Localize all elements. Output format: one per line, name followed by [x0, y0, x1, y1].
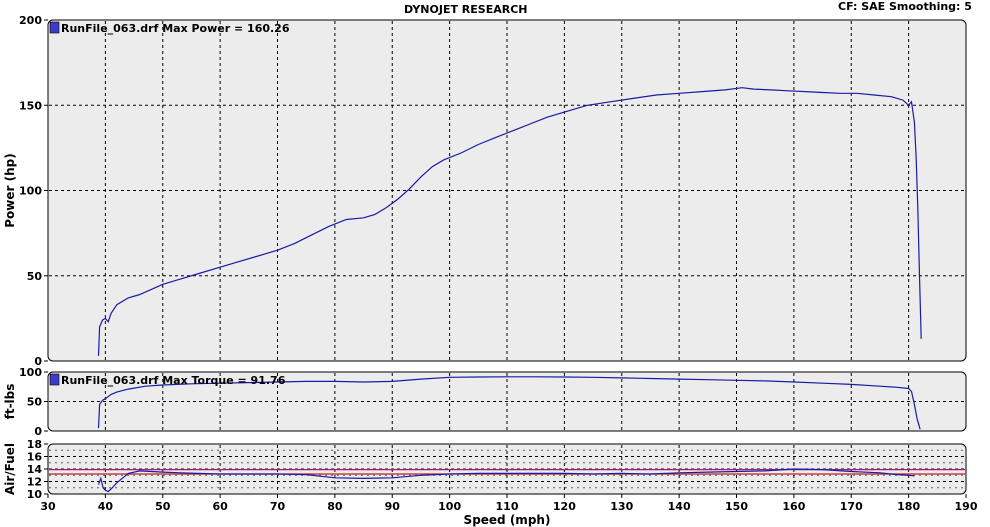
- xtick-label: 170: [840, 500, 863, 513]
- xtick-label: 70: [270, 500, 286, 513]
- airfuel-ytick-label: 10: [27, 488, 43, 501]
- xtick-label: 40: [98, 500, 114, 513]
- xtick-label: 60: [212, 500, 228, 513]
- xtick-label: 150: [725, 500, 748, 513]
- power-series-line: [97, 87, 922, 356]
- torque-ylabel: ft-lbs: [3, 384, 17, 420]
- xtick-label: 110: [496, 500, 519, 513]
- airfuel-ylabel: Air/Fuel: [3, 443, 17, 495]
- torque-ytick-label: 50: [27, 396, 43, 409]
- torque-series-line: [97, 376, 921, 430]
- power-panel: 0 50 100 150 200 Power (hp) RunFile_063.drf Ma…: [3, 14, 967, 368]
- power-ytick-label: 0: [34, 355, 42, 368]
- power-ylabel: Power (hp): [3, 153, 17, 227]
- airfuel-ytick-label: 12: [27, 476, 42, 489]
- xtick-label: 180: [897, 500, 920, 513]
- xtick-label: 100: [438, 500, 461, 513]
- xtick-label: 50: [155, 500, 171, 513]
- torque-ytick-label: 100: [19, 366, 42, 379]
- run-file-icon: [49, 373, 60, 386]
- airfuel-series-line: [97, 468, 915, 493]
- airfuel-ytick-label: 18: [27, 438, 42, 451]
- xtick-label: 130: [610, 500, 633, 513]
- torque-annotation: RunFile_063.drf Max Torque = 91.76: [61, 374, 286, 387]
- power-annotation: RunFile_063.drf Max Power = 160.26: [61, 22, 290, 35]
- torque-ytick-label: 0: [34, 425, 42, 438]
- airfuel-ytick-label: 16: [27, 451, 43, 464]
- power-ytick-label: 200: [19, 14, 42, 27]
- xtick-label: 140: [668, 500, 691, 513]
- xtick-label: 190: [955, 500, 978, 513]
- xtick-label: 90: [385, 500, 401, 513]
- power-ytick-label: 50: [27, 270, 43, 283]
- chart-title: DYNOJET RESEARCH: [404, 3, 528, 16]
- airfuel-ytick-label: 14: [27, 463, 43, 476]
- power-ytick-label: 150: [19, 99, 42, 112]
- xlabel: Speed (mph): [464, 513, 551, 527]
- xtick-label: 80: [327, 500, 343, 513]
- run-file-icon: [49, 21, 60, 34]
- xtick-label: 30: [40, 500, 56, 513]
- xtick-label: 160: [782, 500, 805, 513]
- power-ytick-label: 100: [19, 185, 42, 198]
- xtick-label: 120: [553, 500, 576, 513]
- settings-label: CF: SAE Smoothing: 5: [838, 0, 972, 13]
